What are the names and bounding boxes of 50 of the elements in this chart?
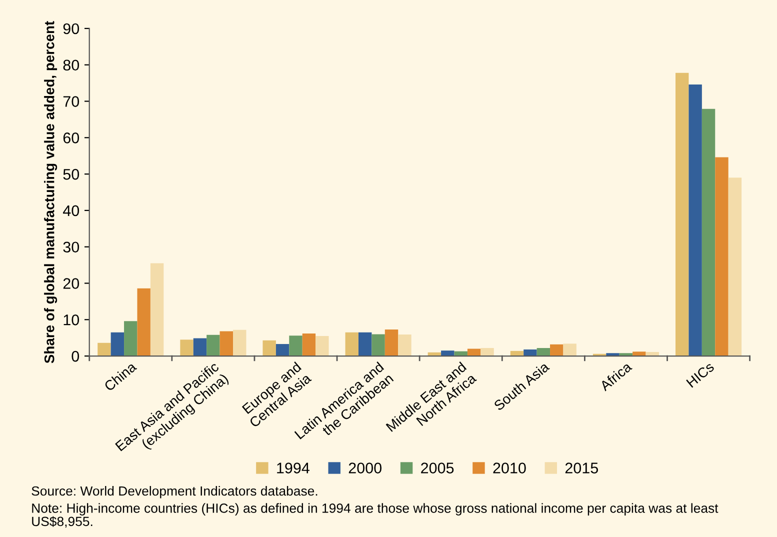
y-axis-title: Share of global manufacturing value added, percent (44, 21, 58, 364)
y-tick-label: 20 (63, 278, 80, 289)
bar (180, 340, 194, 356)
bar (124, 321, 138, 356)
legend-label: 2010 (493, 462, 526, 474)
bar (98, 342, 111, 356)
bar (302, 333, 316, 356)
bar (728, 178, 742, 356)
legend-label: 2005 (421, 462, 454, 474)
bar (110, 332, 124, 356)
bar (206, 334, 220, 356)
bar (262, 340, 276, 356)
y-tick-label: 70 (63, 96, 80, 107)
bar (441, 350, 454, 356)
source-note: Source: World Development Indicators database. (32, 486, 318, 498)
bar (137, 288, 150, 356)
bar (220, 331, 234, 356)
bar (563, 344, 576, 356)
y-tick-label: 90 (63, 23, 80, 34)
y-tick-label: 40 (62, 205, 80, 216)
y-tick-label: 60 (63, 132, 80, 144)
bar (384, 329, 398, 356)
y-tick-label: 10 (64, 314, 80, 326)
bar (233, 330, 246, 356)
bar (398, 334, 412, 356)
bar (550, 344, 564, 356)
y-tick-label: 0 (72, 350, 80, 362)
text: Note: High-income countries (HICs) as defined in 1994 are those whose gross national income per capita was at least US$8,955. (32, 503, 718, 528)
bar (688, 84, 702, 356)
bar (536, 348, 550, 356)
bar (358, 332, 372, 356)
bar (480, 348, 494, 356)
bar (524, 349, 537, 356)
bar (289, 336, 302, 356)
bar (632, 352, 646, 356)
legend-label: 2000 (348, 462, 382, 474)
bar (372, 334, 385, 356)
bar (676, 72, 689, 356)
legend-label: 2015 (565, 462, 598, 474)
bar (150, 263, 164, 356)
bar (345, 332, 358, 356)
bar (316, 336, 329, 356)
legend-label: 1994 (277, 462, 310, 474)
bar (193, 338, 207, 356)
bar (702, 108, 716, 356)
bar (276, 344, 290, 356)
bar (715, 157, 728, 356)
y-tick-label: 50 (63, 168, 80, 180)
y-tick-label: 30 (63, 242, 80, 253)
y-tick-label: 80 (63, 60, 80, 71)
